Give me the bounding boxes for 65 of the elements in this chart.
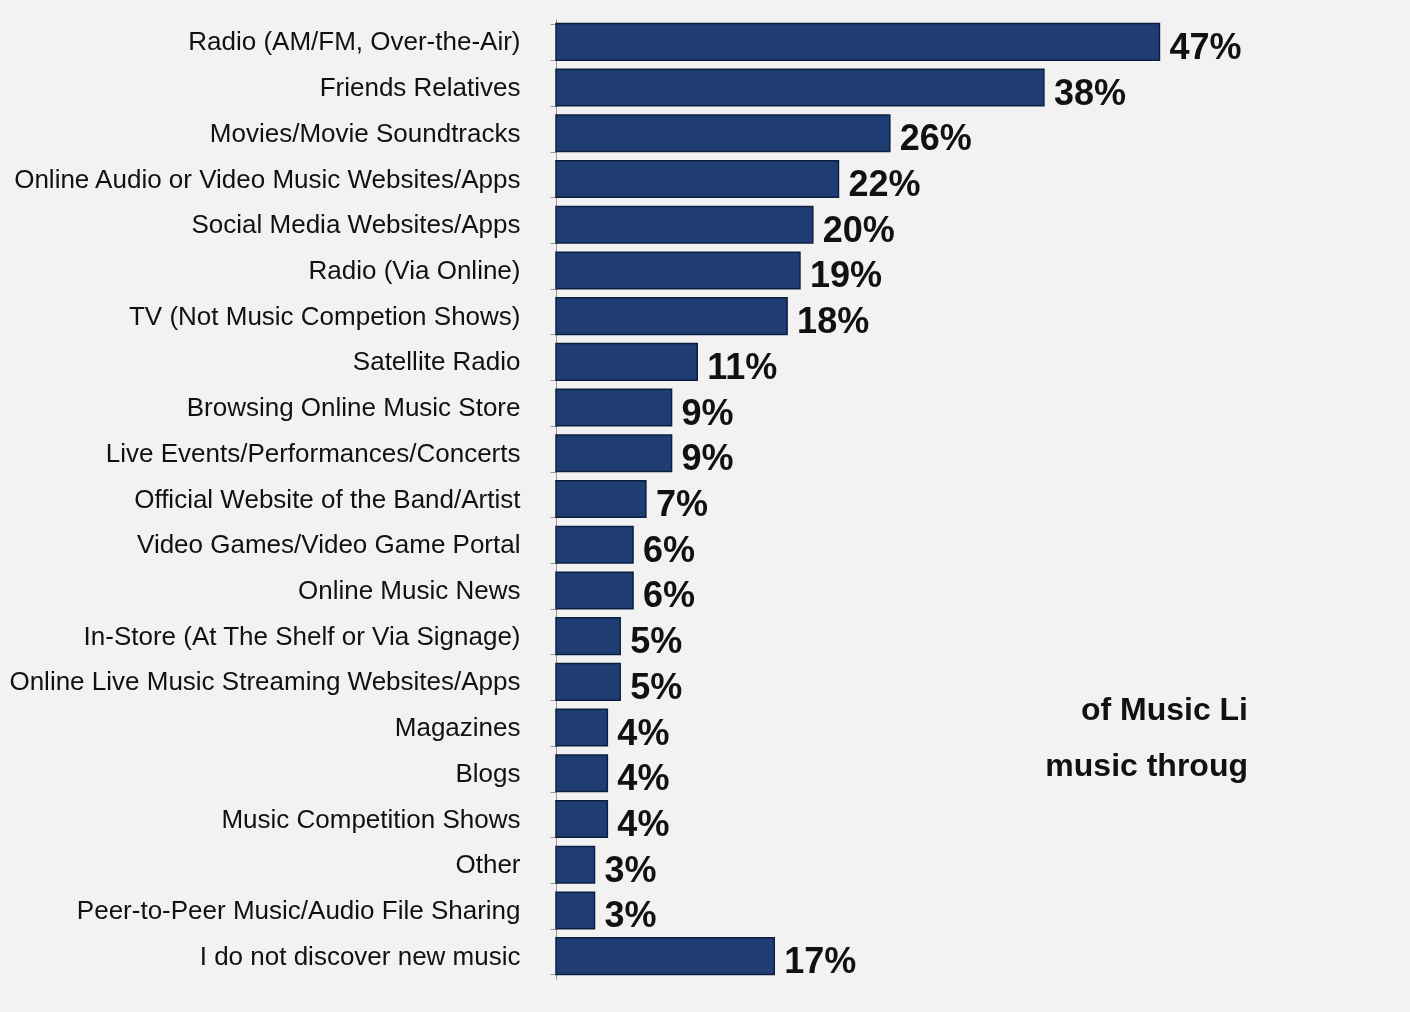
- bar: [555, 708, 609, 747]
- data-label: 9%: [681, 391, 734, 433]
- y-tick-label: Other: [455, 849, 521, 880]
- bar: [555, 479, 647, 519]
- bar: [555, 68, 1045, 107]
- y-tick-label: Blogs: [455, 757, 521, 788]
- bar: [555, 799, 609, 839]
- data-label: 26%: [899, 117, 972, 159]
- y-tick-label: Live Events/Performances/Concerts: [105, 437, 521, 468]
- bar: [555, 617, 621, 656]
- bar: [555, 251, 801, 290]
- data-label: 22%: [848, 163, 921, 204]
- y-tick-label: Movies/Movie Soundtracks: [209, 117, 521, 148]
- data-label: 9%: [681, 437, 734, 479]
- bar: [555, 342, 698, 381]
- bar: [555, 22, 1161, 61]
- data-label: 20%: [822, 208, 895, 250]
- y-tick-label: Radio (AM/FM, Over-the-Air): [188, 26, 521, 57]
- data-label: 4%: [617, 803, 670, 844]
- data-label: 3%: [604, 894, 657, 936]
- bar: [555, 525, 634, 564]
- y-tick-label: Browsing Online Music Store: [186, 392, 521, 423]
- data-label: 17%: [784, 940, 857, 982]
- data-label: 47%: [1169, 25, 1242, 67]
- bar: [555, 388, 673, 427]
- bar: [555, 754, 609, 793]
- bar: [555, 891, 596, 930]
- data-label: 6%: [643, 528, 696, 570]
- data-label: 18%: [797, 300, 870, 342]
- data-label: 4%: [617, 757, 670, 799]
- bar: [555, 662, 621, 701]
- bar: [555, 434, 673, 473]
- data-label: 7%: [655, 483, 708, 524]
- data-label: 11%: [707, 345, 778, 387]
- y-tick-label: TV (Not Music Competion Shows): [128, 300, 521, 331]
- y-tick-label: Friends Relatives: [319, 72, 521, 103]
- bar: [555, 297, 788, 336]
- data-label: 4%: [617, 711, 670, 753]
- y-tick-label: Magazines: [394, 712, 521, 743]
- data-label: 5%: [630, 620, 683, 662]
- bar: [555, 159, 840, 199]
- annotation: of Music Li: [1080, 691, 1248, 728]
- annotation: music throug: [1045, 747, 1248, 784]
- data-label: 6%: [643, 574, 696, 616]
- y-tick-label: Peer-to-Peer Music/Audio File Sharing: [76, 894, 521, 925]
- y-tick-label: Video Games/Video Game Portal: [137, 529, 521, 560]
- bar: [555, 205, 814, 244]
- y-tick-label: Music Competition Shows: [221, 803, 521, 834]
- y-tick-label: Online Audio or Video Music Websites/Apps: [14, 163, 521, 194]
- bar: [555, 937, 776, 976]
- data-label: 19%: [809, 254, 883, 296]
- y-tick-label: Official Website of the Band/Artist: [134, 483, 522, 514]
- y-tick-label: In-Store (At The Shelf or Via Signage): [83, 620, 521, 651]
- y-tick-label: Satellite Radio: [352, 346, 521, 377]
- bar: [555, 845, 596, 884]
- bar: [555, 114, 891, 153]
- y-tick-label: Online Live Music Streaming Websites/Apps: [9, 666, 521, 697]
- data-label: 3%: [604, 848, 657, 890]
- data-label: 5%: [630, 665, 683, 707]
- data-label: 38%: [1053, 71, 1126, 113]
- y-tick-label: I do not discover new music: [199, 940, 521, 971]
- bar: [555, 571, 634, 610]
- y-tick-label: Radio (Via Online): [308, 254, 521, 285]
- y-tick-label: Online Music News: [297, 574, 521, 605]
- y-tick-label: Social Media Websites/Apps: [191, 209, 521, 240]
